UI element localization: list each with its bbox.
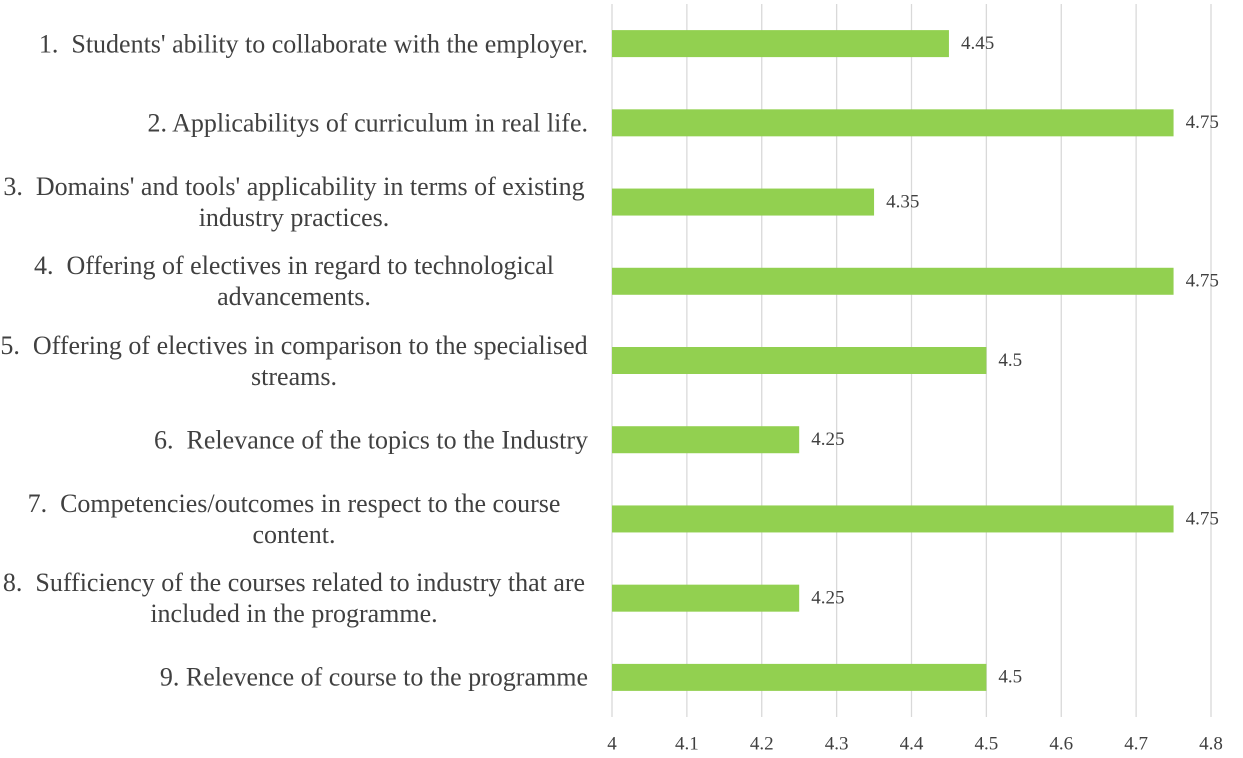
x-tick-label: 4.6 xyxy=(1049,733,1073,754)
y-tick-label: 1. Students' ability to collaborate with… xyxy=(38,29,588,59)
bar xyxy=(612,505,1174,533)
data-label: 4.25 xyxy=(811,429,844,450)
data-label: 4.5 xyxy=(998,350,1022,371)
y-tick-label-box: 1. Students' ability to collaborate with… xyxy=(0,28,588,59)
bar xyxy=(612,188,875,216)
x-tick-label: 4.7 xyxy=(1124,733,1148,754)
data-label: 4.45 xyxy=(961,33,994,54)
y-tick-label: 8. Sufficiency of the courses related to… xyxy=(2,568,592,629)
bar xyxy=(612,30,949,58)
x-tick-label: 4.5 xyxy=(975,733,999,754)
y-tick-label-box: 5. Offering of electives in comparison t… xyxy=(0,330,588,392)
y-tick-label-box: 4. Offering of electives in regard to te… xyxy=(0,250,588,312)
y-tick-label-box: 3. Domains' and tools' applicability in … xyxy=(0,171,588,233)
y-tick-label: 4. Offering of electives in regard to te… xyxy=(33,251,561,312)
x-tick-label: 4.1 xyxy=(675,733,699,754)
bar xyxy=(612,109,1174,137)
bar xyxy=(612,584,800,612)
x-tick-label: 4.8 xyxy=(1199,733,1223,754)
bar xyxy=(612,267,1174,295)
data-label: 4.25 xyxy=(811,588,844,609)
data-label: 4.5 xyxy=(998,667,1022,688)
bar xyxy=(612,347,987,374)
bar xyxy=(612,663,987,691)
y-tick-label: 7. Competencies/outcomes in respect to t… xyxy=(27,488,567,549)
data-label: 4.75 xyxy=(1186,508,1219,529)
x-tick-label: 4 xyxy=(607,733,617,754)
y-tick-label-box: 8. Sufficiency of the courses related to… xyxy=(0,567,588,629)
bar xyxy=(612,426,800,454)
y-tick-label: 9. Relevence of course to the programme xyxy=(159,662,588,692)
y-tick-label: 5. Offering of electives in comparison t… xyxy=(0,330,595,391)
y-tick-label-box: 9. Relevence of course to the programme xyxy=(0,662,588,693)
data-label: 4.75 xyxy=(1186,271,1219,292)
y-tick-label: 6. Relevance of the topics to the Indust… xyxy=(154,425,588,455)
y-tick-label: 2. Applicabilitys of curriculum in real … xyxy=(147,108,588,138)
y-tick-label-box: 2. Applicabilitys of curriculum in real … xyxy=(0,107,588,138)
data-label: 4.75 xyxy=(1186,112,1219,133)
y-tick-label-box: 7. Competencies/outcomes in respect to t… xyxy=(0,488,588,550)
x-tick-label: 4.4 xyxy=(900,733,924,754)
x-tick-label: 4.2 xyxy=(750,733,774,754)
data-label: 4.35 xyxy=(886,191,919,212)
x-tick-label: 4.3 xyxy=(825,733,849,754)
y-tick-label: 3. Domains' and tools' applicability in … xyxy=(3,172,592,233)
y-tick-label-box: 6. Relevance of the topics to the Indust… xyxy=(0,424,588,455)
